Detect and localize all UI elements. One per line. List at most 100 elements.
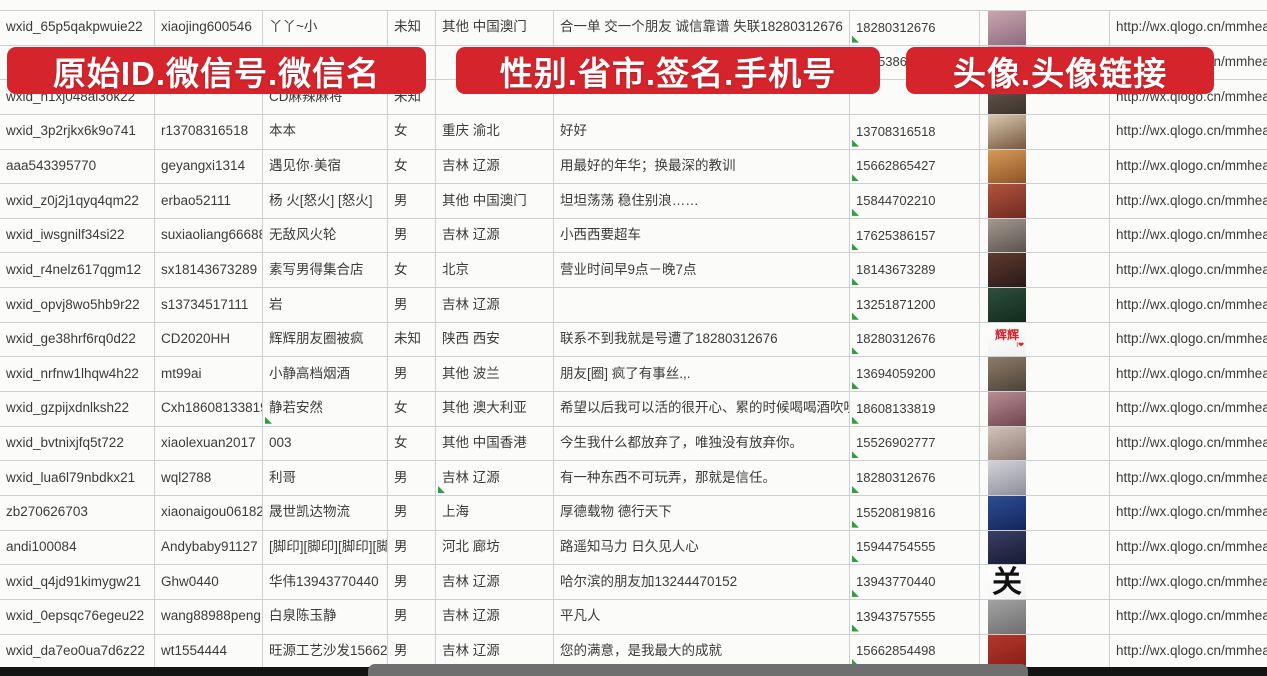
cell-avatar-link[interactable]: http://wx.qlogo.cn/mmhead <box>1116 573 1267 589</box>
cell-signature[interactable]: 平凡人 <box>554 599 850 634</box>
cell-wechat-id[interactable]: s13734517111 <box>155 288 263 322</box>
cell-original-id[interactable]: wxid_da7eo0ua7d6z22 <box>0 634 155 669</box>
cell-wechat-id[interactable]: xiaojing600546 <box>155 11 263 45</box>
cell-avatar[interactable] <box>980 288 1110 322</box>
cell-phone[interactable]: 18280312676 <box>850 11 980 45</box>
cell-phone[interactable]: 15662854498 <box>850 634 980 669</box>
cell-avatar-link[interactable]: http://wx.qlogo.cn/mmhead <box>1116 365 1267 381</box>
cell-avatar[interactable] <box>980 530 1110 565</box>
cell-phone[interactable]: 15944754555 <box>850 530 980 565</box>
cell-gender[interactable]: 男 <box>388 565 436 599</box>
cell-original-id[interactable]: wxid_65p5qakpwuie22 <box>0 11 155 45</box>
cell-avatar-link[interactable]: http://wx.qlogo.cn/mmhead <box>1116 227 1267 243</box>
cell-wechat-name[interactable]: 岩 <box>263 288 388 322</box>
cell-wechat-id[interactable]: Ghw0440 <box>155 565 263 599</box>
cell-avatar[interactable] <box>980 114 1110 149</box>
cell-gender[interactable]: 未知 <box>388 322 436 357</box>
cell-avatar-link[interactable]: http://wx.qlogo.cn/mmhead <box>1116 19 1267 35</box>
cell-original-id[interactable]: andi100084 <box>0 530 155 565</box>
cell-original-id[interactable]: wxid_opvj8wo5hb9r22 <box>0 288 155 322</box>
cell-avatar[interactable] <box>980 495 1110 530</box>
cell-region[interactable]: 其他 中国澳门 <box>436 11 554 45</box>
cell-region[interactable]: 吉林 辽源 <box>436 149 554 184</box>
cell-original-id[interactable]: wxid_bvtnixjfq5t722 <box>0 426 155 461</box>
cell-phone[interactable]: 15844702210 <box>850 184 980 218</box>
cell-wechat-name[interactable]: 利哥 <box>263 461 388 495</box>
cell-wechat-id[interactable]: wang88988peng <box>155 599 263 634</box>
cell-phone[interactable]: 13943757555 <box>850 599 980 634</box>
cell-wechat-name[interactable]: 辉辉朋友圈被疯 <box>263 322 388 357</box>
cell-wechat-id[interactable]: wt1554444 <box>155 634 263 669</box>
cell-gender[interactable]: 女 <box>388 392 436 426</box>
cell-avatar[interactable] <box>980 426 1110 461</box>
cell-signature[interactable]: 有一种东西不可玩弄，那就是信任。 <box>554 461 850 495</box>
cell-region[interactable]: 其他 中国香港 <box>436 426 554 461</box>
cell-phone[interactable]: 13251871200 <box>850 288 980 322</box>
cell-gender[interactable]: 男 <box>388 184 436 218</box>
cell-wechat-id[interactable] <box>155 80 263 114</box>
cell-gender[interactable] <box>388 45 436 80</box>
cell-signature[interactable]: 联系不到我就是号遭了18280312676 <box>554 322 850 357</box>
cell-wechat-id[interactable]: xiaonaigou061827 <box>155 495 263 530</box>
cell-signature[interactable]: 用最好的年华；换最深的教训 <box>554 149 850 184</box>
cell-avatar[interactable] <box>980 392 1110 426</box>
cell-region[interactable]: 其他 波兰 <box>436 357 554 392</box>
cell-original-id[interactable]: wxid_gzpijxdnlksh22 <box>0 392 155 426</box>
cell-avatar[interactable] <box>980 218 1110 253</box>
cell-region[interactable]: 吉林 辽源 <box>436 461 554 495</box>
cell-wechat-name[interactable]: 遇见你·美宿 <box>263 149 388 184</box>
cell-phone[interactable]: 17625386157 <box>850 218 980 253</box>
cell-avatar[interactable] <box>980 357 1110 392</box>
cell-avatar-link[interactable]: http://wx.qlogo.cn/mmhead <box>1116 400 1267 416</box>
cell-avatar-link[interactable]: http://wx.qlogo.cn/mmhead <box>1116 157 1267 173</box>
cell-gender[interactable]: 未知 <box>388 11 436 45</box>
cell-region[interactable]: 上海 <box>436 495 554 530</box>
horizontal-scrollbar-thumb[interactable] <box>368 664 1028 676</box>
cell-gender[interactable]: 女 <box>388 253 436 288</box>
cell-signature[interactable]: 好好 <box>554 114 850 149</box>
cell-signature[interactable]: 希望以后我可以活的很开心、累的时候喝喝酒吹吹[ <box>554 392 850 426</box>
cell-region[interactable]: 陕西 西安 <box>436 322 554 357</box>
cell-avatar-link[interactable]: http://wx.qlogo.cn/mmhead <box>1116 192 1267 208</box>
cell-avatar-link[interactable]: http://wx.qlogo.cn/mmhead <box>1116 435 1267 451</box>
cell-wechat-id[interactable]: xiaolexuan2017 <box>155 426 263 461</box>
cell-avatar[interactable] <box>980 599 1110 634</box>
cell-region[interactable]: 其他 中国澳门 <box>436 184 554 218</box>
cell-wechat-name[interactable]: 华伟13943770440 <box>263 565 388 599</box>
cell-avatar-link[interactable]: http://wx.qlogo.cn/mmhead <box>1116 469 1267 485</box>
cell-gender[interactable]: 男 <box>388 599 436 634</box>
cell-original-id[interactable]: wxid_ge38hrf6rq0d22 <box>0 322 155 357</box>
cell-region[interactable]: 吉林 辽源 <box>436 218 554 253</box>
cell-wechat-name[interactable]: 丫丫~小 <box>263 11 388 45</box>
cell-signature[interactable]: 坦坦荡荡 稳住别浪…… <box>554 184 850 218</box>
cell-signature[interactable]: 哈尔滨的朋友加13244470152 <box>554 565 850 599</box>
cell-gender[interactable]: 男 <box>388 495 436 530</box>
cell-region[interactable]: 吉林 辽源 <box>436 565 554 599</box>
cell-original-id[interactable]: zb270626703 <box>0 495 155 530</box>
cell-phone[interactable]: 18280312676 <box>850 322 980 357</box>
cell-phone[interactable]: 13943770440 <box>850 565 980 599</box>
cell-phone[interactable]: 15526902777 <box>850 426 980 461</box>
cell-wechat-id[interactable]: mt99ai <box>155 357 263 392</box>
cell-avatar-link[interactable]: http://wx.qlogo.cn/mmhead <box>1116 261 1267 277</box>
cell-signature[interactable]: 营业时间早9点－晚7点 <box>554 253 850 288</box>
cell-original-id[interactable]: wxid_0epsqc76egeu22 <box>0 599 155 634</box>
cell-phone[interactable]: 15662865427 <box>850 149 980 184</box>
cell-original-id[interactable]: wxid_r4nelz617qgm12 <box>0 253 155 288</box>
cell-signature[interactable]: 您的满意，是我最大的成就 <box>554 634 850 669</box>
cell-phone[interactable]: 13708316518 <box>850 114 980 149</box>
cell-gender[interactable]: 女 <box>388 426 436 461</box>
cell-avatar[interactable] <box>980 149 1110 184</box>
cell-region[interactable]: 吉林 辽源 <box>436 288 554 322</box>
cell-original-id[interactable]: wxid_lua6l79nbdkx21 <box>0 461 155 495</box>
cell-avatar-link[interactable]: http://wx.qlogo.cn/mmhead <box>1116 642 1267 658</box>
cell-signature[interactable]: 合一单 交一个朋友 诚信靠谱 失联18280312676 <box>554 11 850 45</box>
cell-gender[interactable]: 女 <box>388 149 436 184</box>
cell-wechat-name[interactable]: 小静高档烟酒 <box>263 357 388 392</box>
cell-wechat-name[interactable]: 旺源工艺沙发15662854 <box>263 634 388 669</box>
cell-original-id[interactable]: wxid_nrfnw1lhqw4h22 <box>0 357 155 392</box>
cell-wechat-id[interactable]: sx18143673289 <box>155 253 263 288</box>
cell-wechat-id[interactable]: wql2788 <box>155 461 263 495</box>
cell-gender[interactable]: 男 <box>388 461 436 495</box>
cell-signature[interactable] <box>554 80 850 114</box>
